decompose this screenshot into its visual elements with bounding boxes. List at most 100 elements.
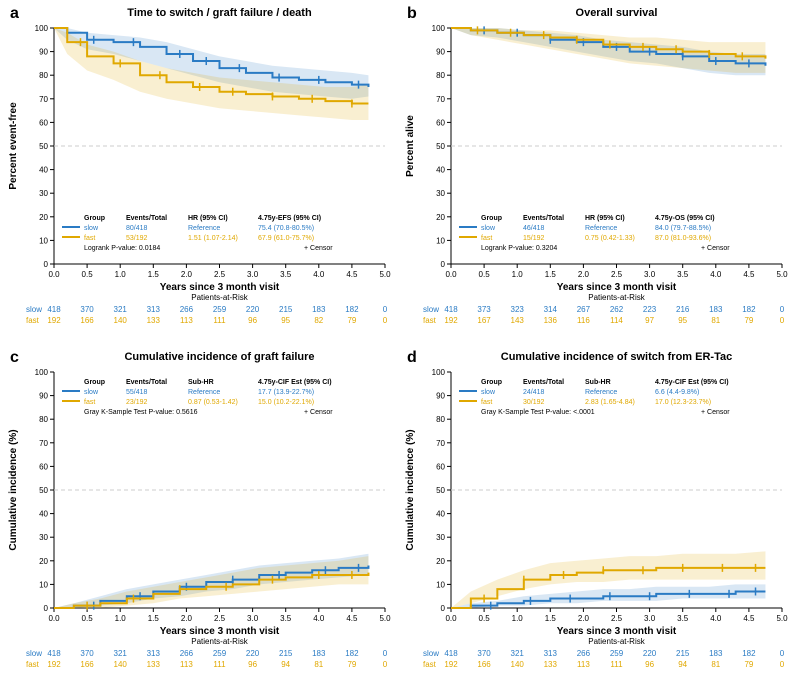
x-tick-label: 5.0 <box>379 270 391 279</box>
y-tick-label: 20 <box>39 557 48 566</box>
svg-text:Group: Group <box>84 215 105 222</box>
censor-legend: + Censor <box>304 245 333 252</box>
risk-cell: 81 <box>314 660 323 669</box>
y-tick-label: 10 <box>436 236 445 245</box>
chart-title: Cumulative incidence of switch from ER-T… <box>501 351 732 363</box>
stats-cell: slow <box>481 389 496 396</box>
stats-cell: 0.87 (0.53-1.42) <box>188 399 238 406</box>
y-tick-label: 100 <box>432 24 446 33</box>
risk-cell: 370 <box>80 305 94 314</box>
x-tick-label: 2.5 <box>611 614 623 623</box>
y-tick-label: 70 <box>39 439 48 448</box>
risk-cell: 215 <box>279 649 293 658</box>
x-tick-label: 4.0 <box>313 614 325 623</box>
risk-table-label: Patients-at-Risk <box>191 293 248 302</box>
risk-cell: 313 <box>544 649 558 658</box>
stats-cell: fast <box>84 235 95 242</box>
x-tick-label: 4.0 <box>313 270 325 279</box>
risk-cell: 370 <box>477 649 491 658</box>
stats-cell: slow <box>84 225 99 232</box>
risk-cell: 81 <box>711 660 720 669</box>
y-tick-label: 0 <box>44 604 49 613</box>
figure-grid: Time to switch / graft failure / deatha0… <box>0 0 794 688</box>
risk-cell: 133 <box>147 316 161 325</box>
svg-text:Group: Group <box>84 379 105 386</box>
risk-cell: 166 <box>80 660 94 669</box>
y-tick-label: 90 <box>436 392 445 401</box>
y-tick-label: 10 <box>436 580 445 589</box>
risk-table-label: Patients-at-Risk <box>588 293 645 302</box>
risk-cell: 81 <box>711 316 720 325</box>
pvalue-label: Logrank P-value: 0.0184 <box>84 245 160 252</box>
x-tick-label: 3.5 <box>280 270 292 279</box>
x-tick-label: 3.0 <box>644 614 656 623</box>
stats-cell: Reference <box>585 389 617 396</box>
ci-band-fast <box>451 28 765 73</box>
x-tick-label: 0.5 <box>82 614 94 623</box>
stats-cell: 1.51 (1.07-2.14) <box>188 235 238 242</box>
risk-cell: 259 <box>610 649 624 658</box>
risk-cell: 143 <box>511 316 525 325</box>
risk-cell: 418 <box>444 649 458 658</box>
y-tick-label: 40 <box>39 166 48 175</box>
x-tick-label: 2.0 <box>578 270 590 279</box>
x-tick-label: 1.0 <box>115 270 127 279</box>
y-tick-label: 60 <box>39 462 48 471</box>
y-tick-label: 20 <box>436 557 445 566</box>
stats-table: GroupEvents/TotalSub-HR4.75y-CIF Est (95… <box>481 379 729 386</box>
panel-c: Cumulative incidence of graft failurec01… <box>0 344 397 688</box>
risk-cell: 97 <box>645 316 654 325</box>
risk-cell: 114 <box>610 316 623 325</box>
y-tick-label: 40 <box>436 510 445 519</box>
risk-cell: 136 <box>544 316 558 325</box>
x-tick-label: 0.0 <box>48 270 60 279</box>
svg-text:4.75y-CIF Est (95% CI): 4.75y-CIF Est (95% CI) <box>655 379 729 386</box>
risk-cell: 192 <box>47 316 61 325</box>
x-axis-label: Years since 3 month visit <box>160 282 280 293</box>
risk-cell: 266 <box>180 305 194 314</box>
x-tick-label: 0.0 <box>48 614 60 623</box>
y-axis-label: Percent alive <box>405 115 416 177</box>
censor-legend: + Censor <box>701 409 730 416</box>
stats-cell: 23/192 <box>126 399 148 406</box>
risk-cell: 262 <box>610 305 624 314</box>
svg-text:Events/Total: Events/Total <box>523 215 564 222</box>
x-axis-label: Years since 3 month visit <box>160 626 280 637</box>
y-tick-label: 50 <box>436 486 445 495</box>
risk-cell: 267 <box>577 305 591 314</box>
risk-cell: 116 <box>577 316 590 325</box>
risk-cell: 323 <box>511 305 525 314</box>
risk-cell: 166 <box>477 660 491 669</box>
pvalue-label: Gray K-Sample Test P-value: 0.5616 <box>84 409 198 416</box>
stats-cell: 2.83 (1.65-4.84) <box>585 399 635 406</box>
svg-text:Events/Total: Events/Total <box>126 215 167 222</box>
risk-cell: 140 <box>114 660 128 669</box>
risk-cell: 0 <box>780 660 785 669</box>
stats-cell: fast <box>481 399 492 406</box>
risk-cell: 418 <box>47 305 61 314</box>
risk-cell: 140 <box>114 316 128 325</box>
risk-cell: 183 <box>709 305 723 314</box>
stats-cell: 80/418 <box>126 225 148 232</box>
y-tick-label: 60 <box>436 118 445 127</box>
risk-row-label-fast: fast <box>26 660 40 669</box>
y-tick-label: 70 <box>436 95 445 104</box>
stats-cell: 15/192 <box>523 235 545 242</box>
risk-cell: 266 <box>577 649 591 658</box>
y-tick-label: 50 <box>39 486 48 495</box>
y-tick-label: 20 <box>436 213 445 222</box>
risk-cell: 113 <box>180 316 193 325</box>
risk-table-label: Patients-at-Risk <box>588 637 645 646</box>
y-tick-label: 10 <box>39 580 48 589</box>
x-tick-label: 5.0 <box>776 614 788 623</box>
risk-cell: 113 <box>180 660 193 669</box>
risk-cell: 314 <box>544 305 558 314</box>
risk-cell: 111 <box>213 660 226 669</box>
x-tick-label: 4.0 <box>710 270 722 279</box>
risk-row-label-slow: slow <box>26 649 42 658</box>
y-axis-label: Percent event-free <box>8 102 19 190</box>
risk-cell: 111 <box>610 660 623 669</box>
stats-cell: slow <box>481 225 496 232</box>
y-tick-label: 50 <box>39 142 48 151</box>
risk-cell: 79 <box>744 660 753 669</box>
